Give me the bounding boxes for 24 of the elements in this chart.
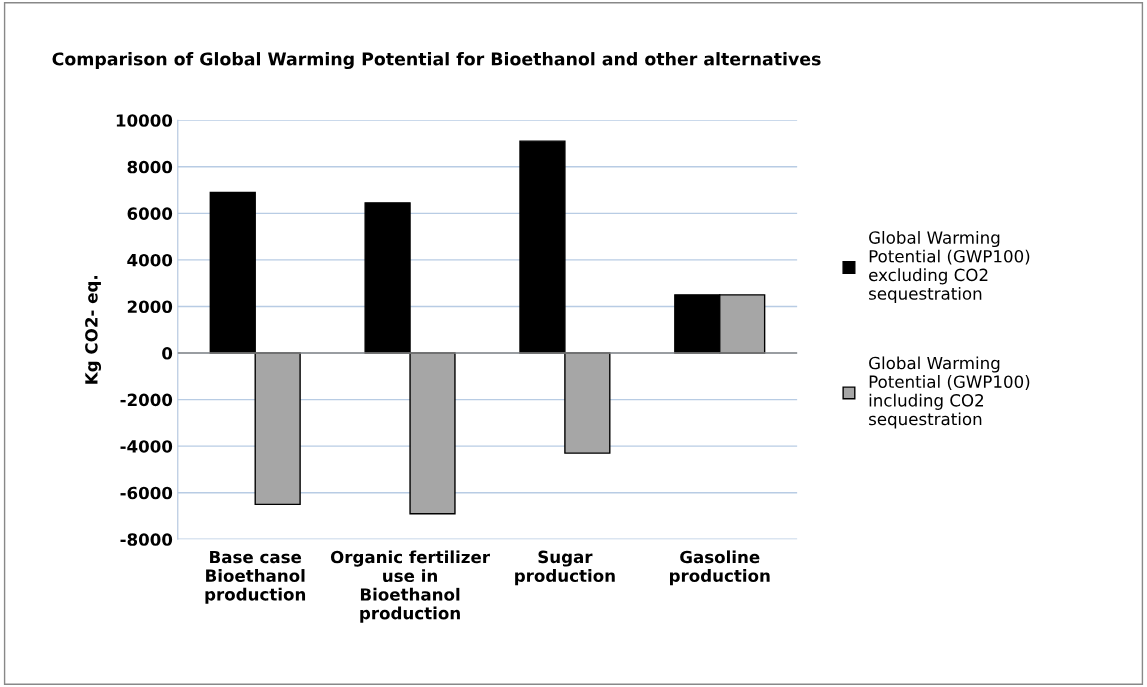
legend-label: Global Warming Potential (GWP100) excluding CO2 sequestration [869, 230, 1030, 304]
y-tick-label: -2000 [120, 393, 173, 407]
y-tick-label: -6000 [120, 486, 173, 500]
y-tick-label: 8000 [127, 160, 173, 174]
x-tick-label: Base case Bioethanol production [205, 550, 306, 604]
x-tick-label: Organic fertilizer use in Bioethanol production [330, 550, 490, 623]
bar [209, 191, 256, 354]
x-tick-label: Gasoline production [670, 550, 770, 586]
y-tick-label: 6000 [127, 207, 173, 220]
y-tick-label: -8000 [120, 533, 173, 546]
legend-label: Global Warming Potential (GWP100) including CO2 sequestration [869, 356, 1030, 429]
bar [254, 352, 301, 506]
bar [409, 352, 456, 515]
bar [364, 202, 411, 354]
bar [519, 140, 566, 354]
bar [564, 352, 611, 454]
y-tick-label: 2000 [127, 300, 173, 314]
chart-title: Comparison of Global Warming Potential for Bioethanol and other alternatives [52, 52, 821, 70]
y-tick-label: 10000 [116, 114, 173, 127]
y-axis-title: Kg CO2- eq. [85, 276, 102, 384]
y-tick-label: 0 [162, 347, 173, 360]
y-tick-label: -4000 [120, 440, 173, 453]
y-tick-label: 4000 [127, 253, 173, 267]
x-tick-label: Sugar production [515, 550, 615, 586]
